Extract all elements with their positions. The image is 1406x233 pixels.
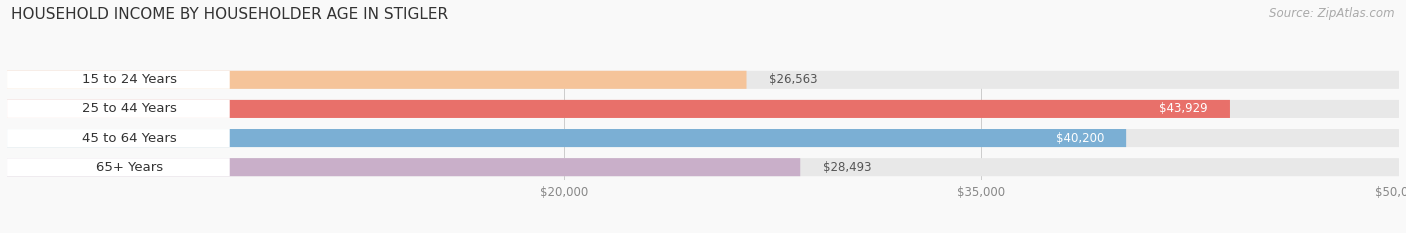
FancyBboxPatch shape <box>7 129 229 147</box>
FancyBboxPatch shape <box>7 129 1126 147</box>
Text: 25 to 44 Years: 25 to 44 Years <box>82 103 177 115</box>
FancyBboxPatch shape <box>7 129 1399 147</box>
FancyBboxPatch shape <box>7 158 229 176</box>
FancyBboxPatch shape <box>7 100 229 118</box>
FancyBboxPatch shape <box>7 158 800 176</box>
Text: 15 to 24 Years: 15 to 24 Years <box>82 73 177 86</box>
FancyBboxPatch shape <box>7 158 1399 176</box>
Text: Source: ZipAtlas.com: Source: ZipAtlas.com <box>1270 7 1395 20</box>
Text: HOUSEHOLD INCOME BY HOUSEHOLDER AGE IN STIGLER: HOUSEHOLD INCOME BY HOUSEHOLDER AGE IN S… <box>11 7 449 22</box>
Text: $43,929: $43,929 <box>1159 103 1208 115</box>
Text: 65+ Years: 65+ Years <box>96 161 163 174</box>
FancyBboxPatch shape <box>7 71 229 89</box>
FancyBboxPatch shape <box>7 71 1399 89</box>
FancyBboxPatch shape <box>7 100 1230 118</box>
FancyBboxPatch shape <box>7 100 1399 118</box>
Text: $28,493: $28,493 <box>823 161 870 174</box>
FancyBboxPatch shape <box>7 71 747 89</box>
Text: $40,200: $40,200 <box>1056 132 1104 144</box>
Text: $26,563: $26,563 <box>769 73 817 86</box>
Text: 45 to 64 Years: 45 to 64 Years <box>82 132 177 144</box>
